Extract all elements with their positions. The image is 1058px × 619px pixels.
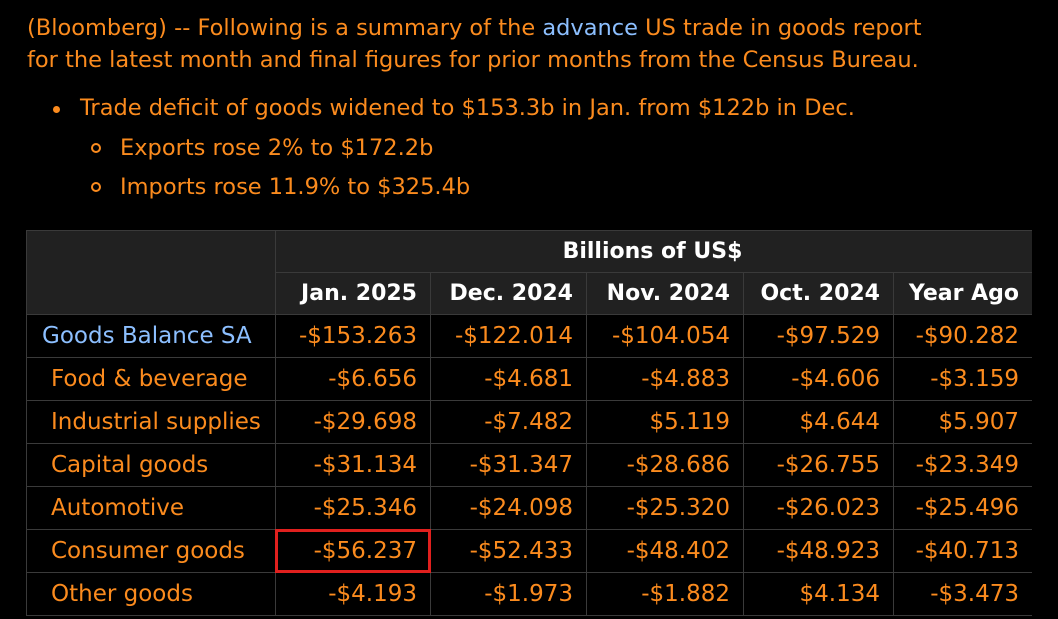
table-cell: -$3.473 — [893, 572, 1032, 616]
table-cell: -$4.606 — [743, 357, 894, 401]
table-cell: -$4.681 — [430, 357, 587, 401]
sub-bullet-exports: Exports rose 2% to $172.2b — [120, 135, 434, 161]
table-cell: -$7.482 — [430, 400, 587, 444]
bullet-trade-deficit: Trade deficit of goods widened to $153.3… — [80, 95, 855, 121]
table-cell: -$52.433 — [430, 529, 587, 573]
table-cell: -$25.496 — [893, 486, 1032, 530]
table-cell: -$97.529 — [743, 314, 894, 358]
table-row: Consumer goods -$56.237 -$52.433 -$48.40… — [26, 529, 1032, 574]
table-column-header-row: Jan. 2025 Dec. 2024 Nov. 2024 Oct. 2024 … — [27, 272, 1032, 315]
column-header: Nov. 2024 — [586, 272, 744, 315]
table-cell: -$28.686 — [586, 443, 744, 487]
table-cell: -$24.098 — [430, 486, 587, 530]
table-cell: -$25.320 — [586, 486, 744, 530]
table-row: Other goods -$4.193 -$1.973 -$1.882 $4.1… — [26, 572, 1032, 616]
table-row: Industrial supplies -$29.698 -$7.482 $5.… — [26, 400, 1032, 444]
intro-line-2: for the latest month and final figures f… — [27, 47, 919, 73]
row-label: Industrial supplies — [26, 400, 276, 444]
table-cell: -$1.973 — [430, 572, 587, 616]
sub-bullet-ring-icon — [91, 182, 101, 192]
table-cell: -$40.713 — [893, 529, 1032, 573]
trade-table: Billions of US$ Jan. 2025 Dec. 2024 Nov.… — [26, 230, 1032, 616]
table-cell: -$26.755 — [743, 443, 894, 487]
table-cell: -$25.346 — [275, 486, 431, 530]
highlighted-cell: -$56.237 — [275, 529, 432, 574]
table-cell: -$23.349 — [893, 443, 1032, 487]
intro-line-1: (Bloomberg) -- Following is a summary of… — [27, 12, 1047, 44]
table-cell: -$31.347 — [430, 443, 587, 487]
intro-text-post: US trade in goods report — [637, 15, 922, 41]
table-cell: $4.644 — [743, 400, 894, 444]
column-header: Oct. 2024 — [743, 272, 894, 315]
column-header: Dec. 2024 — [430, 272, 587, 315]
table-cell: $5.119 — [586, 400, 744, 444]
group-header: Billions of US$ — [275, 230, 1032, 273]
table-corner-cell — [26, 230, 276, 315]
table-row: Capital goods -$31.134 -$31.347 -$28.686… — [26, 443, 1032, 487]
trade-table-container: Billions of US$ Jan. 2025 Dec. 2024 Nov.… — [26, 230, 1032, 619]
table-cell: -$4.883 — [586, 357, 744, 401]
sub-bullet-ring-icon — [91, 143, 101, 153]
table-cell: -$26.023 — [743, 486, 894, 530]
row-label: Food & beverage — [26, 357, 276, 401]
table-cell: -$90.282 — [893, 314, 1032, 358]
advance-link[interactable]: advance — [542, 15, 638, 41]
column-header: Jan. 2025 — [275, 272, 431, 315]
table-cell: -$153.263 — [275, 314, 431, 358]
row-label: Consumer goods — [26, 529, 276, 573]
table-cell: $5.907 — [893, 400, 1032, 444]
row-label: Capital goods — [26, 443, 276, 487]
table-row: Food & beverage -$6.656 -$4.681 -$4.883 … — [26, 357, 1032, 401]
article-intro: (Bloomberg) -- Following is a summary of… — [27, 12, 1047, 76]
table-cell: -$4.193 — [275, 572, 431, 616]
table-cell: -$29.698 — [275, 400, 431, 444]
column-header: Year Ago — [893, 272, 1032, 315]
table-cell: -$1.882 — [586, 572, 744, 616]
table-group-header-row: Billions of US$ — [26, 230, 1032, 315]
table-cell: -$3.159 — [893, 357, 1032, 401]
table-row: Automotive -$25.346 -$24.098 -$25.320 -$… — [26, 486, 1032, 530]
table-cell: -$6.656 — [275, 357, 431, 401]
row-label: Automotive — [26, 486, 276, 530]
sub-bullet-imports: Imports rose 11.9% to $325.4b — [120, 174, 471, 200]
table-cell: -$122.014 — [430, 314, 587, 358]
row-label: Other goods — [26, 572, 276, 616]
bullet-dot-icon — [53, 106, 60, 113]
table-cell: -$48.402 — [586, 529, 744, 573]
table-row: Goods Balance SA -$153.263 -$122.014 -$1… — [26, 314, 1032, 358]
intro-text-pre: (Bloomberg) -- Following is a summary of… — [27, 15, 543, 41]
table-cell: -$48.923 — [743, 529, 894, 573]
row-label-goods-balance-link[interactable]: Goods Balance SA — [26, 314, 276, 358]
table-cell: $4.134 — [743, 572, 894, 616]
table-cell: -$104.054 — [586, 314, 744, 358]
table-cell: -$31.134 — [275, 443, 431, 487]
